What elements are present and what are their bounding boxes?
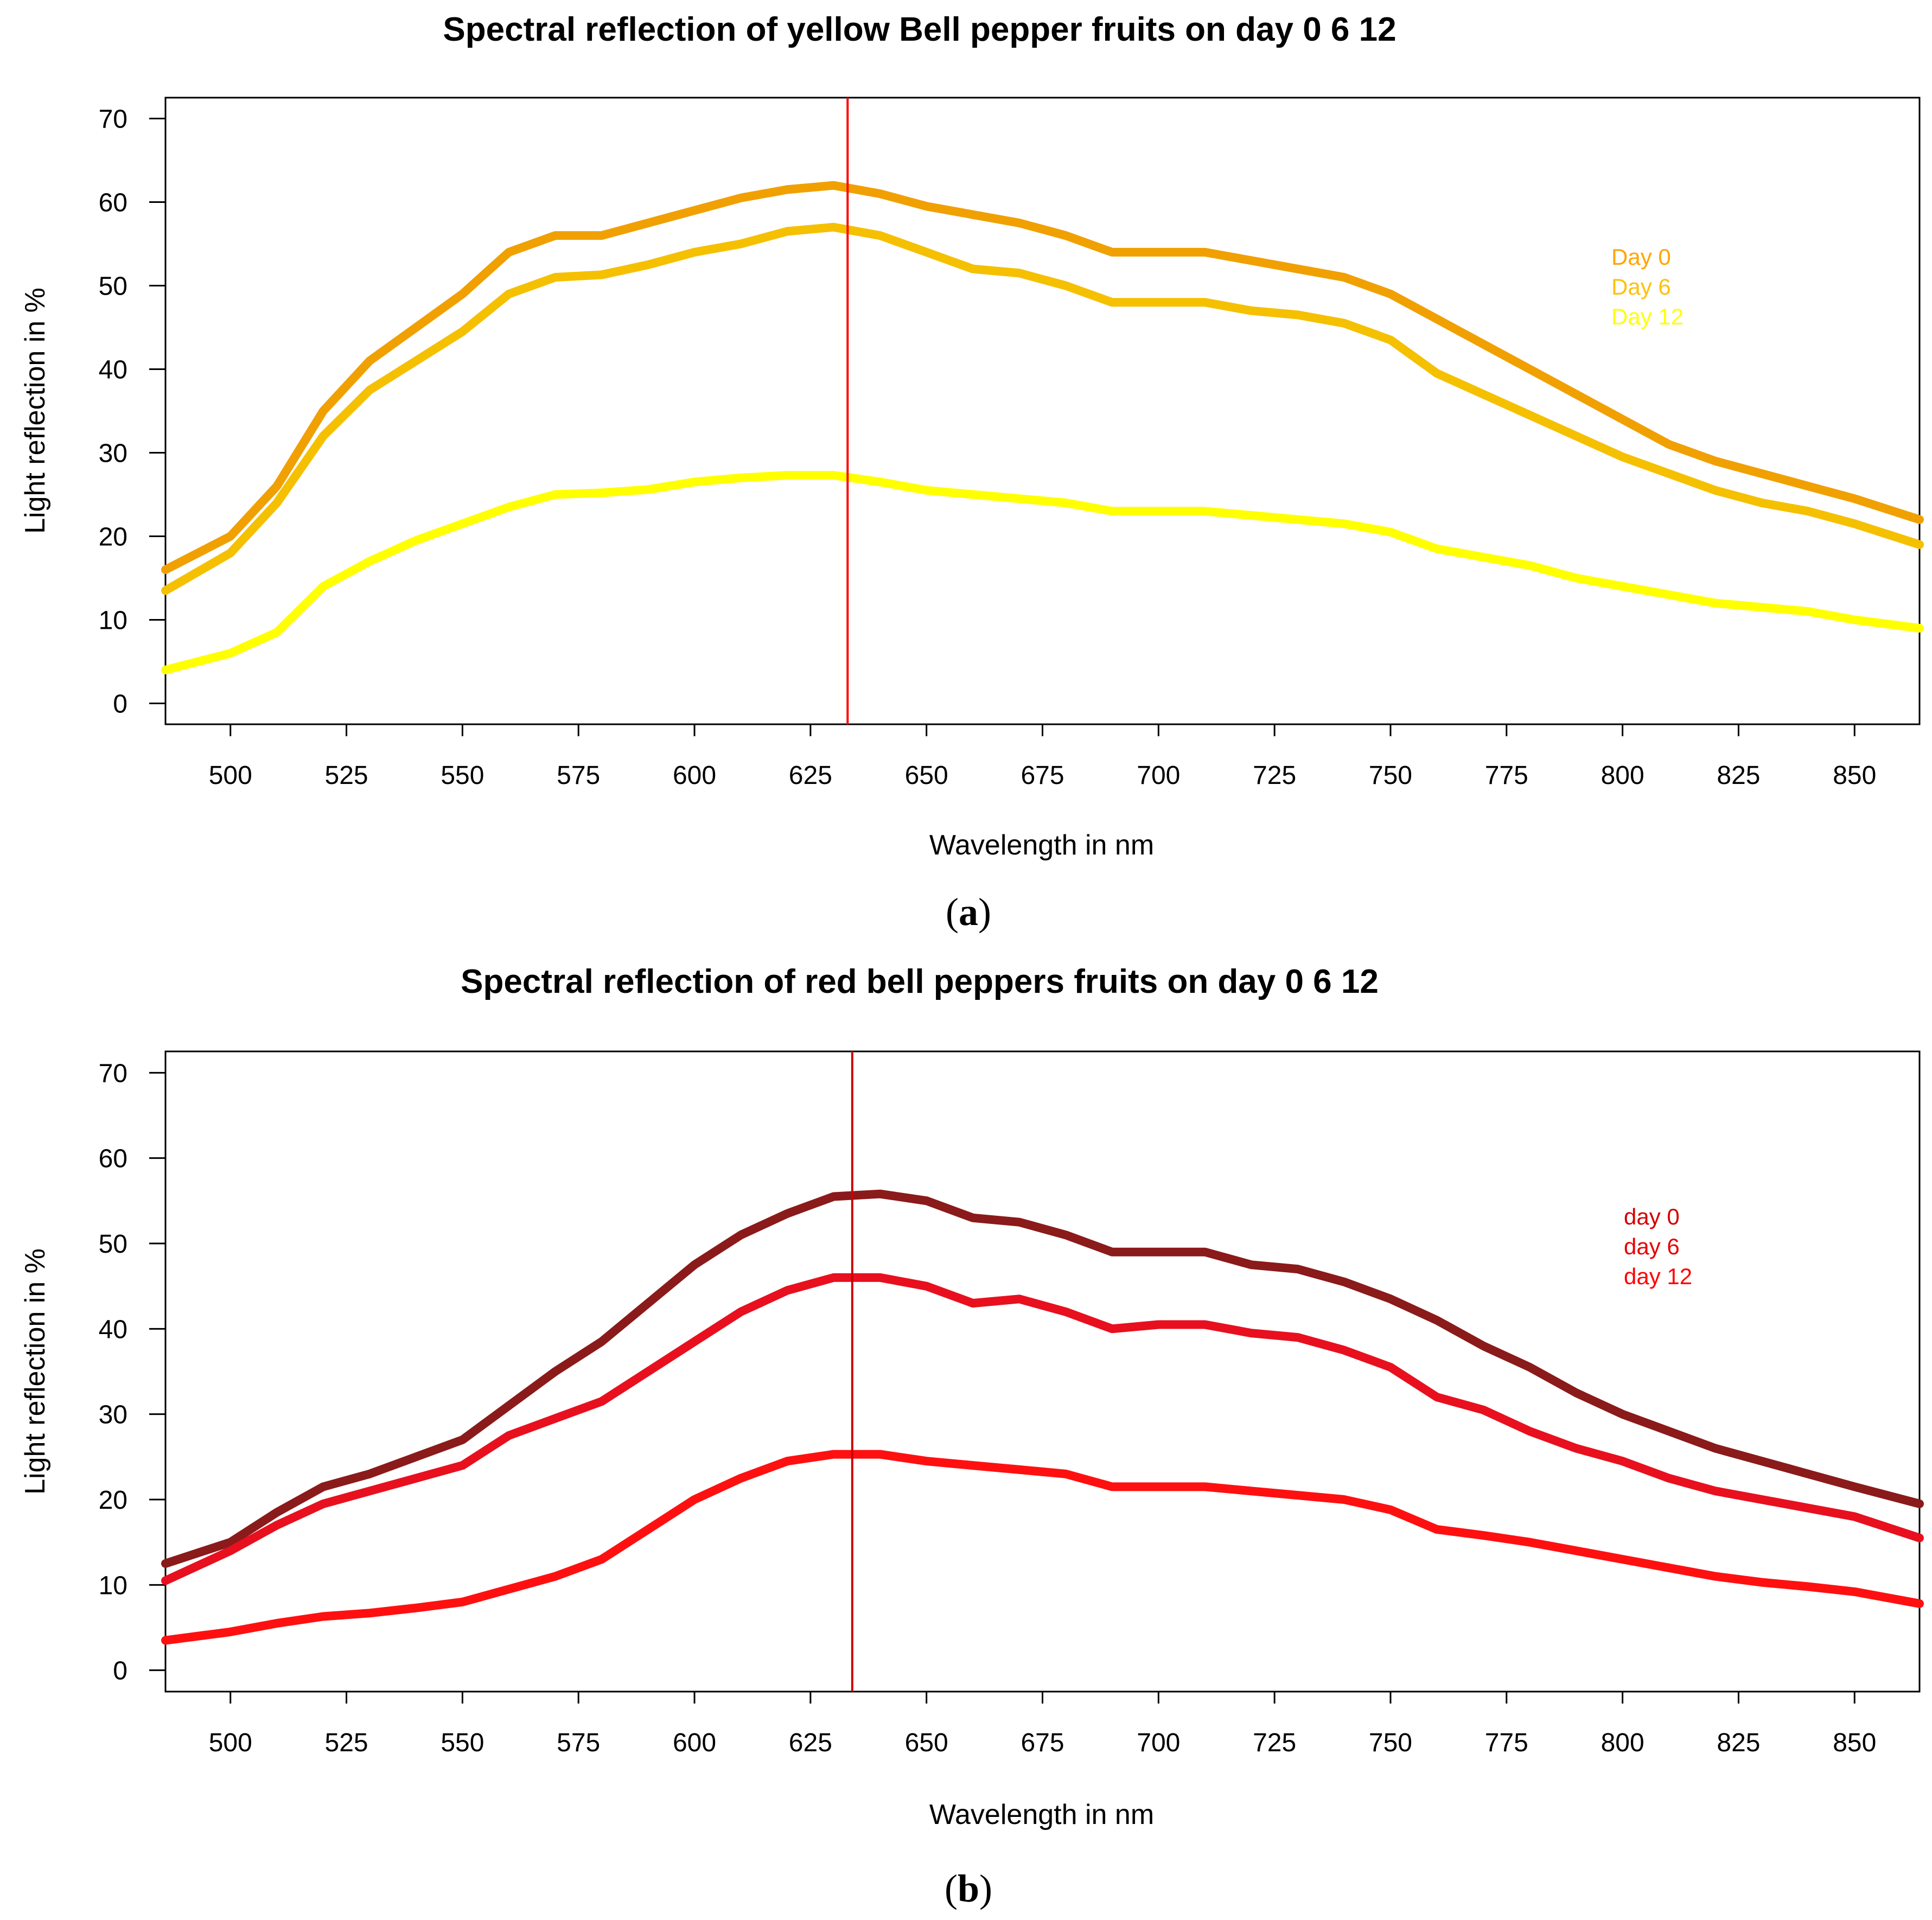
x-tick-label: 750 bbox=[1369, 1728, 1412, 1757]
y-tick-label: 50 bbox=[99, 272, 127, 301]
y-tick-label: 70 bbox=[99, 105, 127, 134]
x-tick-label: 625 bbox=[789, 761, 832, 790]
x-tick-label: 700 bbox=[1137, 761, 1180, 790]
series-line-day-12 bbox=[161, 471, 1924, 674]
chart-title: Spectral reflection of yellow Bell peppe… bbox=[443, 11, 1396, 48]
x-tick-label: 500 bbox=[209, 1728, 252, 1757]
legend-item: day 6 bbox=[1624, 1234, 1680, 1259]
x-tick-label: 850 bbox=[1833, 761, 1876, 790]
y-tick-label: 10 bbox=[99, 607, 127, 635]
chart-title: Spectral reflection of red bell peppers … bbox=[461, 963, 1379, 1000]
panel-label-close: ) bbox=[979, 1867, 992, 1910]
panel-label-open: ( bbox=[945, 1867, 958, 1910]
x-tick-label: 550 bbox=[441, 761, 484, 790]
x-tick-label: 600 bbox=[673, 1728, 716, 1757]
x-tick-label: 825 bbox=[1717, 1728, 1760, 1757]
y-tick-label: 40 bbox=[99, 356, 127, 385]
x-axis-label: Wavelength in nm bbox=[929, 830, 1154, 861]
x-tick-label: 650 bbox=[905, 761, 948, 790]
x-axis: 500 525 550 575 600 625 650 675 700 725 750 775 800 8… bbox=[209, 724, 1876, 790]
series-line-day-0 bbox=[161, 1189, 1924, 1568]
panel-label: (a) bbox=[946, 890, 991, 934]
x-tick-label: 525 bbox=[325, 761, 368, 790]
x-tick-label: 775 bbox=[1485, 761, 1528, 790]
legend-item: Day 6 bbox=[1611, 274, 1671, 299]
y-tick-label: 30 bbox=[99, 439, 127, 468]
legend-item: Day 12 bbox=[1611, 304, 1684, 329]
y-tick-label: 20 bbox=[99, 523, 127, 552]
series-group bbox=[161, 181, 1924, 674]
panel-label: (b) bbox=[945, 1867, 992, 1910]
legend-item: day 12 bbox=[1624, 1264, 1692, 1289]
plot-frame bbox=[164, 1050, 1921, 1693]
x-tick-label: 675 bbox=[1021, 761, 1064, 790]
x-tick-label: 550 bbox=[441, 1728, 484, 1757]
legend-item: Day 0 bbox=[1611, 244, 1671, 270]
x-axis-label: Wavelength in nm bbox=[929, 1799, 1154, 1830]
x-tick-label: 625 bbox=[789, 1728, 832, 1757]
y-tick-label: 70 bbox=[99, 1059, 127, 1088]
series-line-day-6 bbox=[161, 1273, 1924, 1585]
x-tick-label: 775 bbox=[1485, 1728, 1528, 1757]
y-tick-label: 0 bbox=[113, 690, 127, 719]
y-axis-label: Light reflection in % bbox=[20, 1248, 51, 1495]
x-tick-label: 600 bbox=[673, 761, 716, 790]
series-line-day-12 bbox=[161, 1450, 1924, 1645]
x-tick-label: 575 bbox=[557, 1728, 600, 1757]
y-axis-label: Light reflection in % bbox=[20, 288, 51, 534]
x-tick-label: 800 bbox=[1601, 1728, 1644, 1757]
y-axis: 0 10 20 30 40 50 60 70 bbox=[99, 1059, 165, 1686]
x-tick-label: 575 bbox=[557, 761, 600, 790]
plot-frame bbox=[164, 97, 1921, 725]
y-tick-label: 40 bbox=[99, 1315, 127, 1344]
panel-label-letter: b bbox=[958, 1867, 979, 1910]
x-tick-label: 750 bbox=[1369, 761, 1412, 790]
panel-label-open: ( bbox=[946, 890, 959, 934]
x-tick-label: 850 bbox=[1833, 1728, 1876, 1757]
y-tick-label: 30 bbox=[99, 1401, 127, 1430]
x-tick-label: 525 bbox=[325, 1728, 368, 1757]
legend: Day 0 Day 6 Day 12 bbox=[1611, 244, 1684, 329]
x-tick-label: 675 bbox=[1021, 1728, 1064, 1757]
series-line-day-6 bbox=[161, 222, 1924, 595]
y-tick-label: 50 bbox=[99, 1230, 127, 1259]
legend: day 0 day 6 day 12 bbox=[1624, 1204, 1692, 1289]
series-group bbox=[161, 1189, 1924, 1645]
panel-a: Spectral reflection of yellow Bell peppe… bbox=[20, 11, 1924, 934]
x-tick-label: 500 bbox=[209, 761, 252, 790]
x-tick-label: 650 bbox=[905, 1728, 948, 1757]
y-tick-label: 20 bbox=[99, 1486, 127, 1515]
x-tick-label: 725 bbox=[1253, 1728, 1296, 1757]
y-tick-label: 0 bbox=[113, 1657, 127, 1686]
x-tick-label: 725 bbox=[1253, 761, 1296, 790]
x-tick-label: 825 bbox=[1717, 761, 1760, 790]
y-axis: 0 10 20 30 40 50 60 70 bbox=[99, 105, 165, 719]
x-tick-label: 800 bbox=[1601, 761, 1644, 790]
x-axis: 500 525 550 575 600 625 650 675 700 725 750 775 800 8… bbox=[209, 1692, 1876, 1757]
y-tick-label: 60 bbox=[99, 1145, 127, 1173]
panel-b: Spectral reflection of red bell peppers … bbox=[20, 963, 1924, 1910]
x-tick-label: 700 bbox=[1137, 1728, 1180, 1757]
legend-item: day 0 bbox=[1624, 1204, 1680, 1229]
y-tick-label: 60 bbox=[99, 189, 127, 218]
series-line-day-0 bbox=[161, 181, 1924, 575]
panel-label-close: ) bbox=[978, 890, 991, 934]
panel-label-letter: a bbox=[959, 890, 978, 934]
y-tick-label: 10 bbox=[99, 1571, 127, 1600]
